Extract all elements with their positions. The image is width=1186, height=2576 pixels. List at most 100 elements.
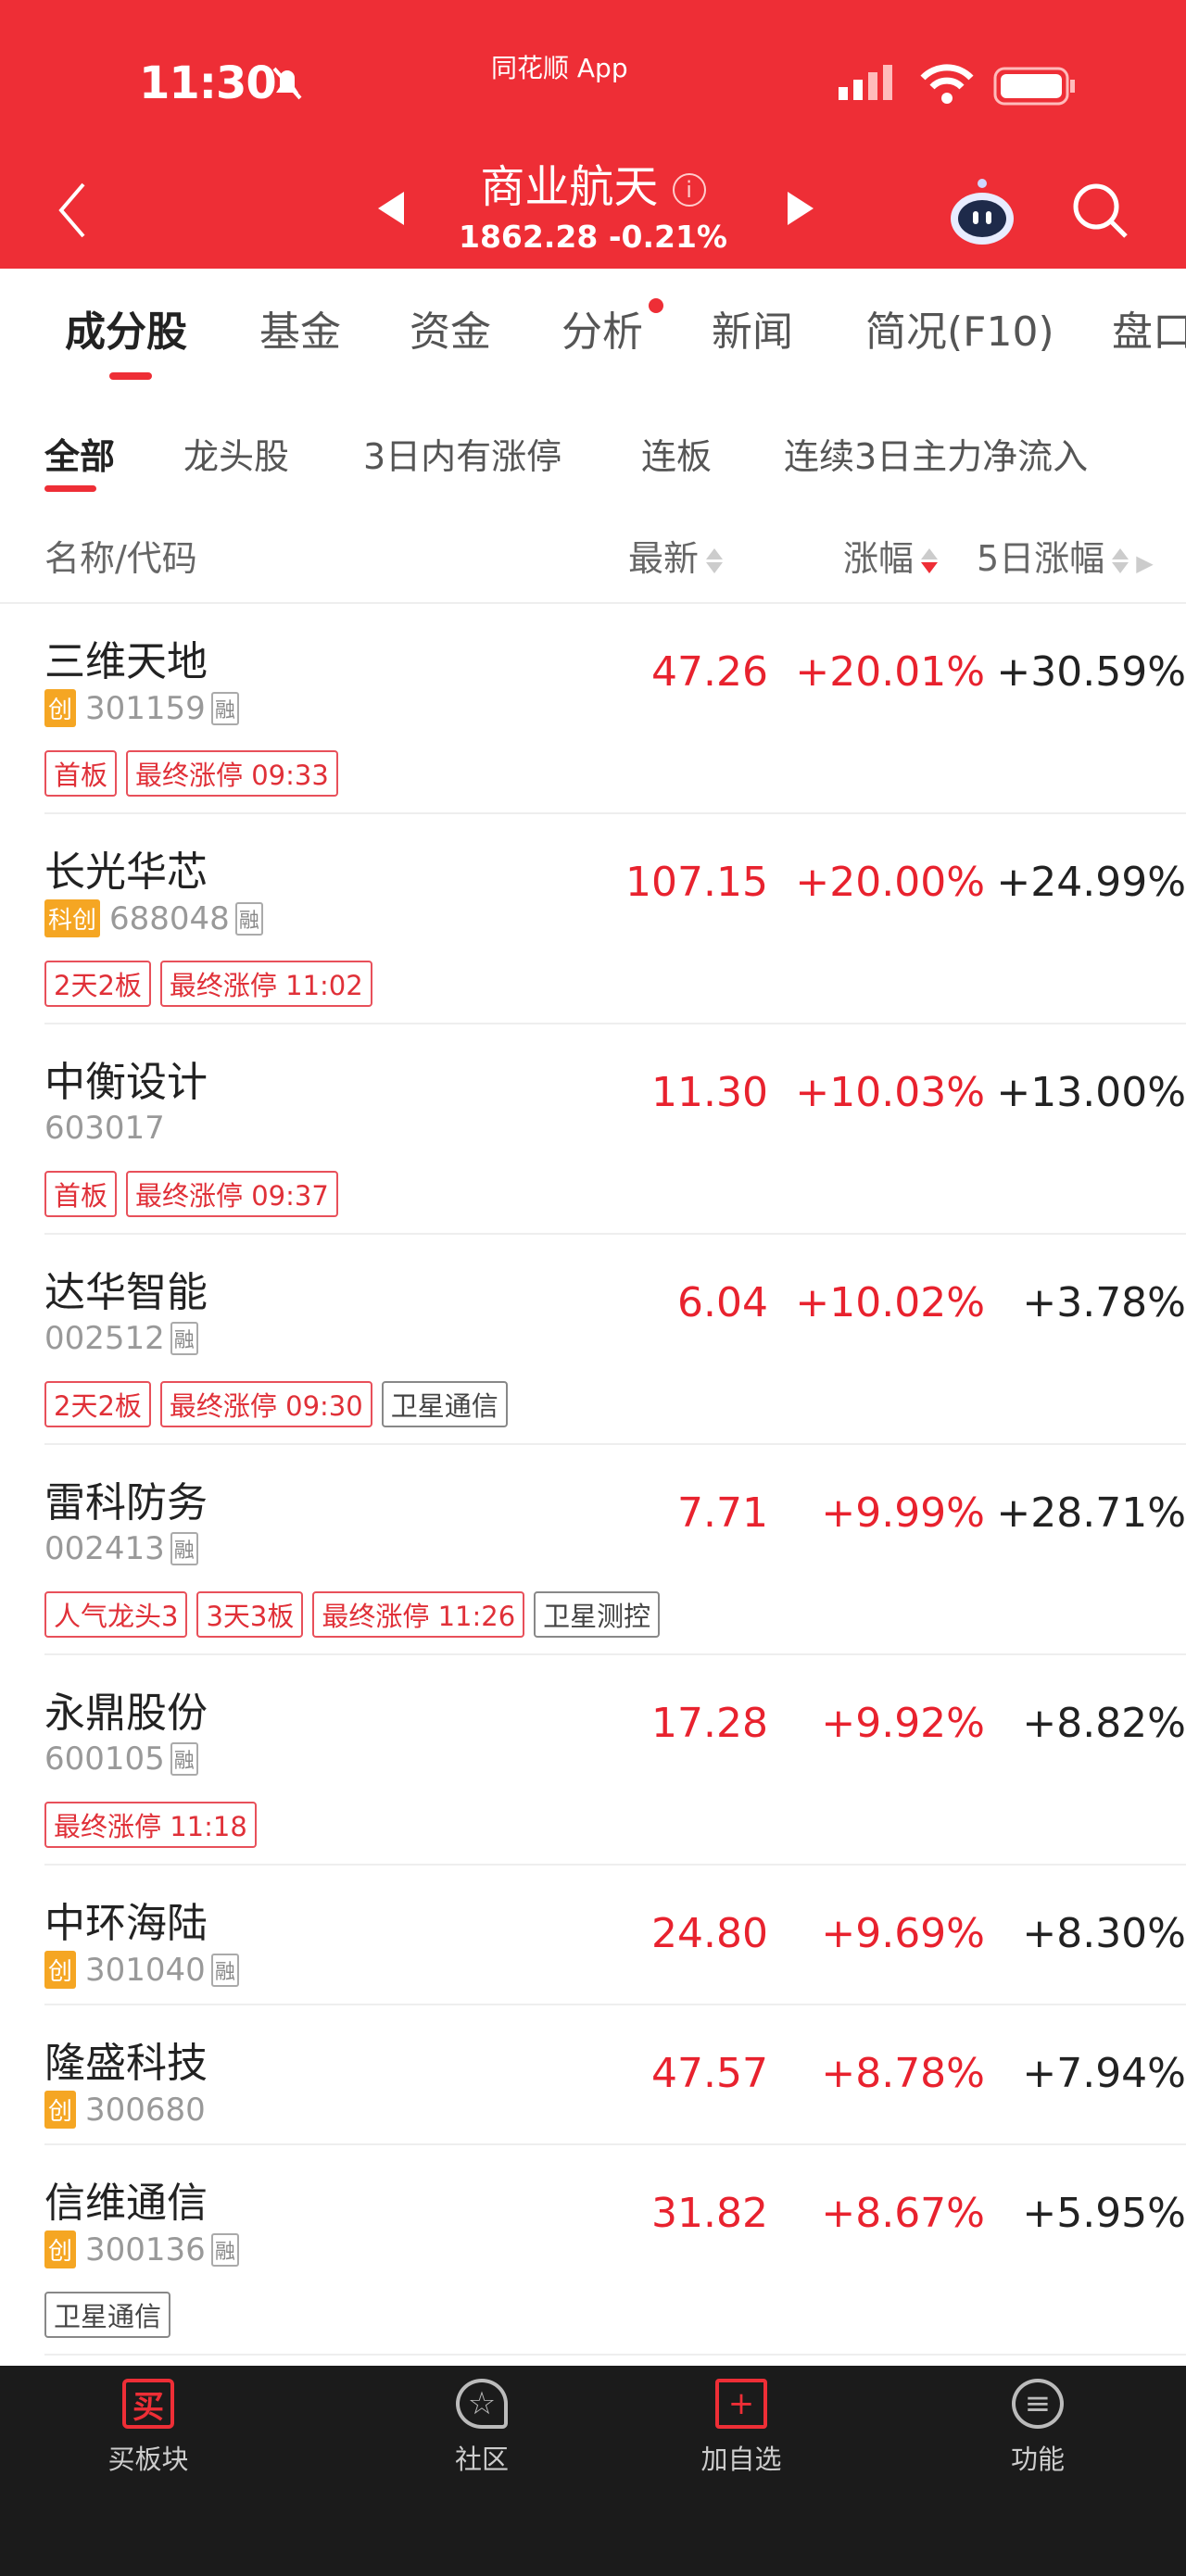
stock-code: 301159 bbox=[85, 689, 206, 727]
tab-constituents[interactable]: 成分股 bbox=[65, 308, 187, 356]
stock-name: 长光华芯 bbox=[44, 848, 208, 896]
tag-list: 卫星通信 bbox=[44, 2292, 171, 2338]
limit-up-tag[interactable]: 人气龙头3 bbox=[44, 1591, 188, 1638]
change-5d: +28.71% bbox=[996, 1489, 1186, 1537]
tab-f10[interactable]: 简况(F10) bbox=[865, 308, 1054, 356]
col-name-code: 名称/代码 bbox=[44, 538, 197, 579]
robot-assistant-icon[interactable] bbox=[949, 176, 1016, 246]
stock-row[interactable]: 隆盛科技创 300680 47.57 +8.78% +7.94% bbox=[44, 2005, 1186, 2145]
limit-up-tag[interactable]: 最终涨停 11:26 bbox=[312, 1591, 525, 1638]
filter-limit-up-3d[interactable]: 3日内有涨停 bbox=[363, 436, 562, 477]
margin-badge: 融 bbox=[170, 1742, 198, 1776]
concept-tag[interactable]: 卫星通信 bbox=[44, 2292, 171, 2338]
sort-desc-icon bbox=[921, 546, 939, 576]
price: 7.71 bbox=[677, 1489, 768, 1537]
toolbar-label: 买板块 bbox=[107, 2444, 189, 2475]
change-pct: +9.99% bbox=[821, 1489, 985, 1537]
price: 47.57 bbox=[651, 2050, 768, 2097]
filter-all[interactable]: 全部 bbox=[44, 436, 116, 477]
tab-capital[interactable]: 资金 bbox=[410, 308, 491, 356]
limit-up-tag[interactable]: 最终涨停 09:33 bbox=[126, 750, 338, 797]
toolbar-add-watchlist[interactable]: + 加自选 bbox=[649, 2379, 834, 2477]
limit-up-tag[interactable]: 2天2板 bbox=[44, 1381, 151, 1427]
concept-tag[interactable]: 卫星测控 bbox=[534, 1591, 661, 1638]
change-pct: +20.00% bbox=[795, 859, 985, 906]
board-badge: 创 bbox=[44, 2230, 77, 2268]
main-tabs: 成分股 基金 资金 分析 新闻 简况(F10) 盘口 bbox=[0, 298, 1186, 382]
mute-bell-icon bbox=[272, 67, 302, 100]
tab-funds[interactable]: 基金 bbox=[259, 308, 341, 356]
toolbar-buy[interactable]: 买买板块 bbox=[56, 2379, 241, 2477]
stock-row[interactable]: 中衡设计 603017 首板 最终涨停 09:37 11.30 +10.03% +13.00… bbox=[44, 1024, 1186, 1235]
price: 47.26 bbox=[651, 648, 768, 696]
stock-code: 300136 bbox=[85, 2230, 206, 2268]
stock-name: 隆盛科技 bbox=[44, 2040, 208, 2087]
limit-up-tag[interactable]: 最终涨停 11:02 bbox=[159, 961, 372, 1007]
change-pct: +9.92% bbox=[821, 1700, 985, 1747]
limit-up-tag[interactable]: 首板 bbox=[44, 750, 118, 797]
price: 11.30 bbox=[651, 1069, 768, 1116]
change-5d: +30.59% bbox=[996, 648, 1186, 696]
stock-name: 中衡设计 bbox=[44, 1059, 208, 1106]
filter-consecutive[interactable]: 连板 bbox=[641, 436, 713, 477]
concept-tag[interactable]: 卫星通信 bbox=[381, 1381, 508, 1427]
col-change[interactable]: 涨幅 bbox=[843, 530, 939, 581]
stock-code-line: 600105 融 bbox=[44, 1740, 198, 1778]
tag-list: 2天2板 最终涨停 09:30 卫星通信 bbox=[44, 1381, 508, 1427]
next-sector-icon[interactable] bbox=[784, 190, 817, 227]
prev-sector-icon[interactable] bbox=[374, 190, 408, 227]
limit-up-tag[interactable]: 3天3板 bbox=[196, 1591, 304, 1638]
limit-up-tag[interactable]: 首板 bbox=[44, 1171, 118, 1217]
stock-row[interactable]: 中环海陆创 301040 融 24.80 +9.69% +8.30% bbox=[44, 1866, 1186, 2005]
notification-dot bbox=[649, 298, 663, 313]
stock-code-line: 创 301159 融 bbox=[44, 689, 239, 727]
col-price[interactable]: 最新 bbox=[628, 530, 724, 581]
index-value: 1862.28 bbox=[459, 219, 599, 255]
back-icon[interactable] bbox=[54, 181, 91, 240]
stock-row[interactable]: 永鼎股份 600105 融最终涨停 11:18 17.28 +9.92% +8.82% bbox=[44, 1655, 1186, 1866]
margin-badge: 融 bbox=[210, 2232, 239, 2267]
change-5d: +3.78% bbox=[1022, 1279, 1186, 1326]
toolbar-menu[interactable]: ≡ 功能 bbox=[945, 2379, 1130, 2477]
sort-icon bbox=[1112, 546, 1129, 576]
tab-news[interactable]: 新闻 bbox=[712, 308, 793, 356]
search-icon[interactable] bbox=[1070, 181, 1129, 240]
index-quote: 1862.28 -0.21% bbox=[0, 219, 1186, 255]
stock-code-line: 创 300680 bbox=[44, 2091, 206, 2129]
stock-row[interactable]: 长光华芯 科创 688048 融 2天2板 最终涨停 11:02 107.15 +20.00%… bbox=[44, 814, 1186, 1024]
col-change-label: 涨幅 bbox=[843, 538, 915, 579]
toolbar-label: 功能 bbox=[1010, 2444, 1065, 2475]
toolbar-label: 社区 bbox=[454, 2444, 509, 2475]
stock-name: 三维天地 bbox=[44, 638, 208, 685]
stock-code: 603017 bbox=[44, 1110, 165, 1147]
board-badge: 创 bbox=[44, 689, 77, 727]
info-icon[interactable]: i bbox=[672, 173, 706, 207]
tab-orderbook[interactable]: 盘口 bbox=[1112, 308, 1186, 356]
change-5d: +8.82% bbox=[1022, 1700, 1186, 1747]
limit-up-tag[interactable]: 2天2板 bbox=[44, 961, 151, 1007]
stock-row[interactable]: 达华智能 002512 融 2天2板 最终涨停 09:30 卫星通信 6.04 +10.02%… bbox=[44, 1235, 1186, 1445]
index-change: -0.21% bbox=[608, 219, 727, 255]
price: 31.82 bbox=[651, 2190, 768, 2237]
limit-up-tag[interactable]: 最终涨停 09:37 bbox=[126, 1171, 338, 1217]
filter-inflow-3d[interactable]: 连续3日主力净流入 bbox=[784, 436, 1089, 477]
scroll-right-icon[interactable]: ▶ bbox=[1136, 550, 1154, 576]
bottom-toolbar: 买买板块 ☆ 社区 + 加自选 ≡ 功能 bbox=[0, 2366, 1186, 2576]
col-change5[interactable]: 5日涨幅 ▶ bbox=[977, 530, 1154, 581]
sector-name: 商业航天 bbox=[480, 161, 659, 213]
tab-analysis[interactable]: 分析 bbox=[561, 308, 643, 356]
stock-code-line: 002512 融 bbox=[44, 1320, 198, 1357]
change-5d: +24.99% bbox=[996, 859, 1186, 906]
filter-underline bbox=[44, 485, 96, 492]
stock-code: 300680 bbox=[85, 2091, 206, 2129]
stock-row[interactable]: 雷科防务 002413 融人气龙头3 3天3板 最终涨停 11:26 卫星测控 7.71 +9… bbox=[44, 1445, 1186, 1655]
stock-row[interactable]: 信维通信创 300136 融卫星通信 31.82 +8.67% +5.95% bbox=[44, 2145, 1186, 2356]
toolbar-community[interactable]: ☆ 社区 bbox=[389, 2379, 574, 2477]
limit-up-tag[interactable]: 最终涨停 09:30 bbox=[159, 1381, 372, 1427]
change-pct: +8.67% bbox=[821, 2190, 985, 2237]
app-name: 同花顺 App bbox=[491, 53, 628, 83]
stock-row[interactable]: 三维天地创 301159 融首板 最终涨停 09:33 47.26 +20.01% +30.… bbox=[44, 604, 1186, 814]
tag-list: 首板 最终涨停 09:33 bbox=[44, 750, 338, 797]
filter-leaders[interactable]: 龙头股 bbox=[183, 436, 290, 477]
limit-up-tag[interactable]: 最终涨停 11:18 bbox=[44, 1802, 257, 1848]
